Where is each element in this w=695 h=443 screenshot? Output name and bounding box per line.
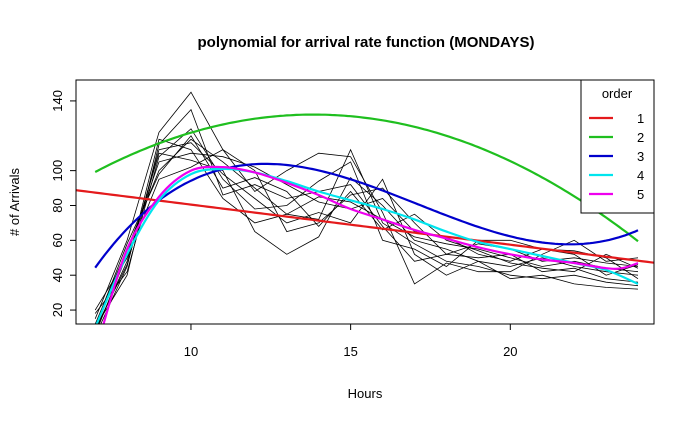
raw-series-line	[100, 138, 639, 324]
chart-title: polynomial for arrival rate function (MO…	[198, 34, 535, 51]
y-tick-label: 100	[50, 160, 65, 182]
fit-line-order-4	[95, 167, 639, 324]
fit-line-order-2	[94, 113, 639, 243]
legend-label-5: 5	[637, 187, 644, 202]
raw-series-line	[95, 135, 639, 324]
legend-label-1: 1	[637, 111, 644, 126]
y-tick-label: 20	[50, 303, 65, 317]
y-tick-label: 140	[50, 90, 65, 112]
legend-items: 1 2 3 4 5	[589, 111, 644, 202]
raw-series-line	[94, 128, 639, 314]
fit-line-order-1	[76, 189, 654, 264]
raw-series-line	[97, 142, 639, 324]
y-axis: 20 40 60 80 100 140	[50, 90, 76, 317]
y-tick-label: 60	[50, 233, 65, 247]
y-axis-label: # of Arrivals	[7, 168, 22, 236]
legend: order 1 2 3 4 5	[580, 79, 655, 214]
y-tick-label: 80	[50, 198, 65, 212]
raw-series-line	[94, 149, 639, 311]
x-axis-label: Hours	[348, 386, 383, 401]
fitted-polynomial-lines	[76, 113, 654, 324]
x-tick-label: 15	[343, 344, 357, 359]
legend-label-4: 4	[637, 168, 644, 183]
raw-series-line	[96, 108, 639, 324]
x-axis: 10 15 20	[184, 324, 518, 359]
raw-series-line	[94, 138, 639, 324]
legend-label-3: 3	[637, 149, 644, 164]
fit-line-order-3	[94, 162, 639, 269]
x-tick-label: 10	[184, 344, 198, 359]
legend-title: order	[602, 86, 633, 101]
x-tick-label: 20	[503, 344, 517, 359]
legend-box	[580, 79, 655, 214]
y-tick-label: 40	[50, 268, 65, 282]
fit-line-order-5	[102, 165, 639, 324]
legend-label-2: 2	[637, 130, 644, 145]
